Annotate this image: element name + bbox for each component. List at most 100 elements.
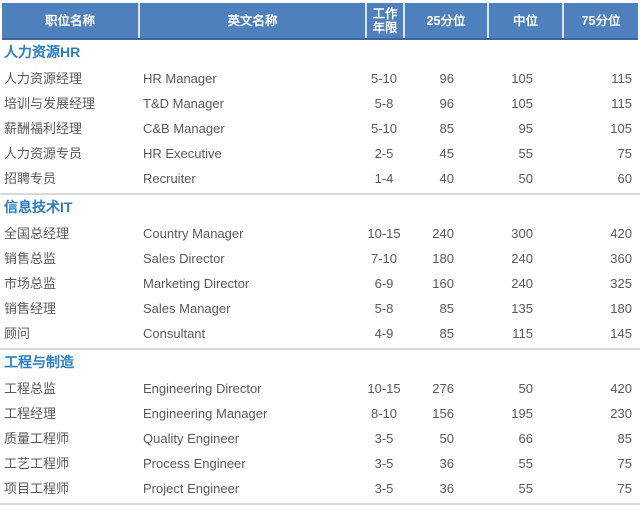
cell-job-title-cn: 工程经理 — [4, 406, 57, 421]
cell-p25: 36 — [439, 481, 454, 496]
section-title: 人力资源HR — [4, 44, 81, 60]
cell-p75: 115 — [611, 96, 632, 111]
cell-job-title-cn: 薪酬福利经理 — [4, 121, 83, 136]
cell-work-years: 5-10 — [370, 71, 398, 86]
cell-median: 50 — [518, 171, 533, 186]
cell-p75: 180 — [610, 301, 632, 316]
cell-p25: 85 — [439, 326, 454, 341]
cell-job-title-en: Marketing Director — [143, 276, 250, 291]
cell-job-title-cn: 市场总监 — [4, 276, 57, 291]
cell-p25: 156 — [432, 406, 454, 421]
cell-job-title-cn: 销售总监 — [4, 251, 57, 266]
table-row: 全国总经理 Country Manager 10-15 240 300 420 — [0, 221, 640, 246]
cell-median: 66 — [518, 431, 533, 446]
cell-p75: 360 — [610, 251, 632, 266]
cell-median: 115 — [512, 326, 533, 341]
section-title: 信息技术IT — [4, 199, 73, 215]
cell-median: 55 — [518, 146, 533, 161]
table-row: 工程经理 Engineering Manager 8-10 156 195 23… — [0, 401, 640, 426]
cell-median: 240 — [511, 276, 533, 291]
cell-p25: 36 — [439, 456, 454, 471]
cell-p75: 115 — [611, 71, 632, 86]
cell-median: 300 — [511, 226, 533, 241]
cell-p75: 85 — [617, 431, 632, 446]
header-p75: 75分位 — [562, 3, 638, 38]
cell-work-years: 5-8 — [374, 301, 394, 316]
cell-job-title-cn: 质量工程师 — [4, 431, 70, 446]
cell-job-title-en: Quality Engineer — [143, 431, 240, 446]
cell-job-title-en: Process Engineer — [143, 456, 246, 471]
cell-job-title-en: Sales Director — [143, 251, 225, 266]
cell-median: 105 — [511, 96, 533, 111]
cell-p25: 50 — [439, 431, 454, 446]
cell-work-years: 8-10 — [370, 406, 398, 421]
cell-work-years: 6-9 — [374, 276, 394, 291]
table-row: 薪酬福利经理 C&B Manager 5-10 85 95 105 — [0, 116, 640, 141]
cell-median: 135 — [511, 301, 533, 316]
cell-job-title-cn: 销售经理 — [4, 301, 57, 316]
table-body: 人力资源HR 人力资源经理 HR Manager 5-10 96 105 115… — [0, 40, 640, 505]
table-section: 工程与制造 工程总监 Engineering Director 10-15 27… — [0, 350, 640, 505]
cell-job-title-en: Sales Manager — [143, 301, 231, 316]
section-rows: 全国总经理 Country Manager 10-15 240 300 420 … — [0, 219, 640, 346]
cell-median: 55 — [518, 456, 533, 471]
cell-job-title-cn: 项目工程师 — [4, 481, 70, 496]
cell-p75: 420 — [610, 381, 632, 396]
cell-job-title-cn: 工艺工程师 — [4, 456, 70, 471]
cell-p25: 45 — [439, 146, 454, 161]
cell-p75: 75 — [617, 456, 632, 471]
header-job-title-cn: 职位名称 — [44, 13, 95, 28]
cell-job-title-en: Engineering Manager — [143, 406, 268, 421]
section-rows: 工程总监 Engineering Director 10-15 276 50 4… — [0, 374, 640, 501]
cell-p75: 325 — [610, 276, 632, 291]
table-row: 招聘专员 Recruiter 1-4 40 50 60 — [0, 166, 640, 191]
table-row: 质量工程师 Quality Engineer 3-5 50 66 85 — [0, 426, 640, 451]
header-p25: 25分位 — [403, 3, 487, 38]
table-row: 项目工程师 Project Engineer 3-5 36 55 75 — [0, 476, 640, 501]
cell-work-years: 3-5 — [374, 431, 394, 446]
cell-job-title-cn: 招聘专员 — [4, 171, 57, 186]
cell-p25: 85 — [439, 301, 454, 316]
table-row: 销售经理 Sales Manager 5-8 85 135 180 — [0, 296, 640, 321]
cell-job-title-cn: 培训与发展经理 — [4, 96, 96, 111]
cell-p25: 40 — [439, 171, 454, 186]
cell-work-years: 10-15 — [367, 381, 401, 396]
cell-work-years: 10-15 — [367, 226, 401, 241]
table-section: 人力资源HR 人力资源经理 HR Manager 5-10 96 105 115… — [0, 40, 640, 195]
cell-p25: 160 — [432, 276, 454, 291]
table-row: 培训与发展经理 T&D Manager 5-8 96 105 115 — [0, 91, 640, 116]
table-row: 人力资源经理 HR Manager 5-10 96 105 115 — [0, 66, 640, 91]
table-row: 顾问 Consultant 4-9 85 115 145 — [0, 321, 640, 346]
cell-work-years: 7-10 — [370, 251, 398, 266]
cell-median: 195 — [511, 406, 533, 421]
cell-job-title-en: HR Manager — [143, 71, 217, 86]
header-work-years: 工作年限 — [365, 3, 403, 38]
cell-job-title-cn: 顾问 — [4, 326, 31, 341]
table-header-row: 职位名称 英文名称 工作年限 25分位 中位 75分位 — [2, 3, 638, 40]
cell-work-years: 3-5 — [374, 456, 394, 471]
cell-p75: 230 — [610, 406, 632, 421]
cell-p75: 60 — [617, 171, 632, 186]
header-median: 中位 — [487, 3, 562, 38]
cell-work-years: 3-5 — [374, 481, 394, 496]
table-row: 市场总监 Marketing Director 6-9 160 240 325 — [0, 271, 640, 296]
cell-p75: 145 — [610, 326, 632, 341]
cell-median: 240 — [511, 251, 533, 266]
cell-job-title-en: Consultant — [143, 326, 206, 341]
cell-p75: 75 — [617, 146, 632, 161]
cell-p25: 240 — [432, 226, 454, 241]
cell-p25: 180 — [432, 251, 454, 266]
cell-job-title-cn: 人力资源经理 — [4, 71, 83, 86]
table-row: 人力资源专员 HR Executive 2-5 45 55 75 — [0, 141, 640, 166]
cell-p25: 276 — [432, 381, 454, 396]
cell-job-title-en: Engineering Director — [143, 381, 262, 396]
cell-job-title-cn: 工程总监 — [4, 381, 57, 396]
cell-median: 105 — [511, 71, 533, 86]
cell-p75: 75 — [617, 481, 632, 496]
table-row: 销售总监 Sales Director 7-10 180 240 360 — [0, 246, 640, 271]
cell-p75: 105 — [610, 121, 632, 136]
table-row: 工艺工程师 Process Engineer 3-5 36 55 75 — [0, 451, 640, 476]
cell-job-title-en: Recruiter — [143, 171, 196, 186]
cell-p25: 85 — [439, 121, 454, 136]
table-row: 工程总监 Engineering Director 10-15 276 50 4… — [0, 376, 640, 401]
